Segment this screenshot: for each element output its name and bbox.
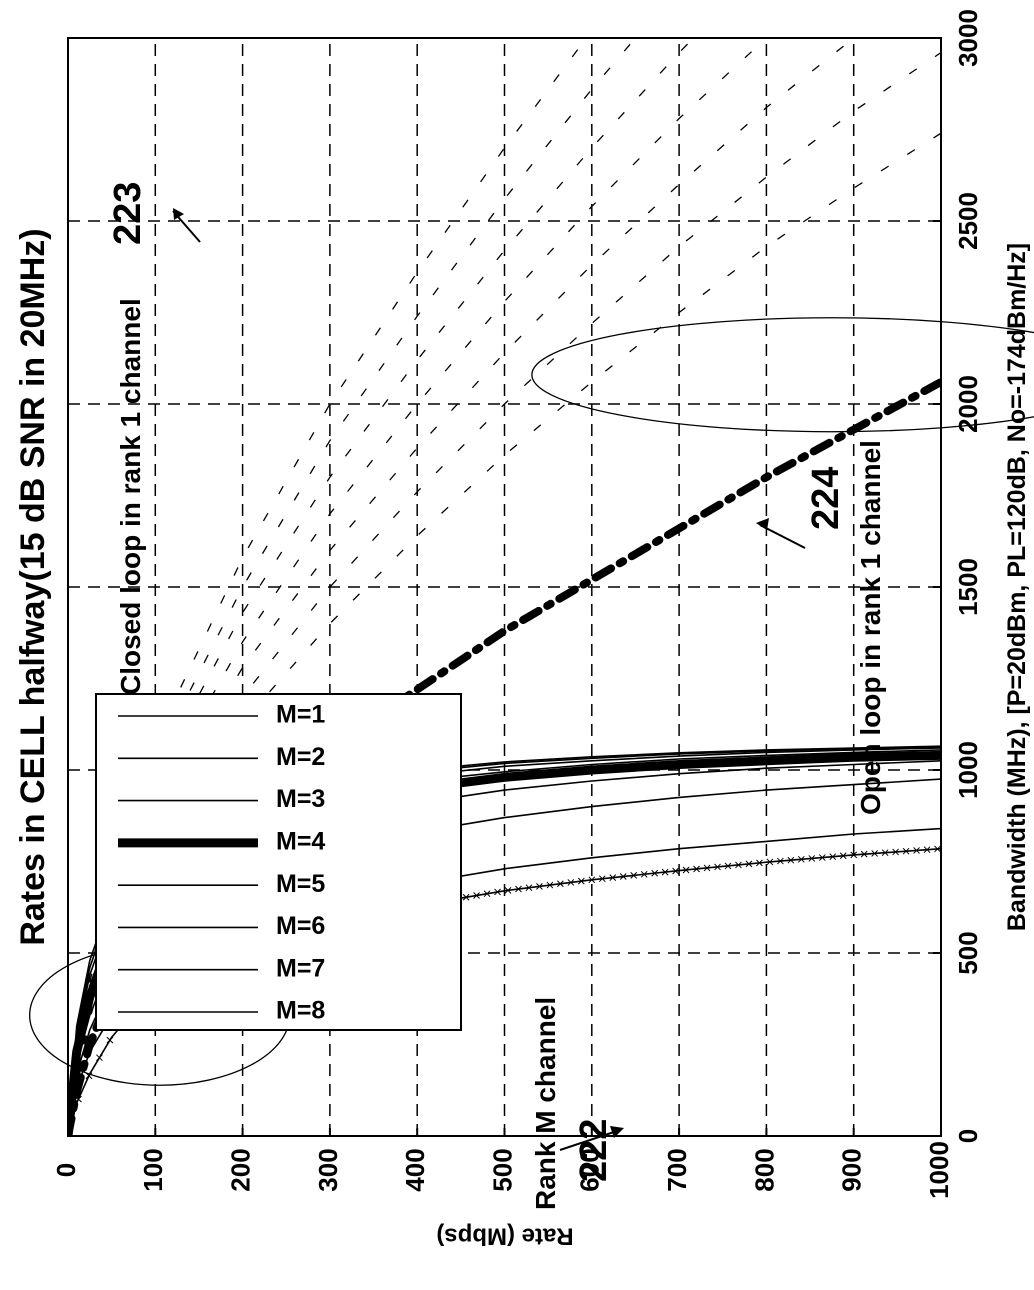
y-tick-label: 2000 [953,375,983,433]
legend-box [95,693,462,1031]
legend-label-m5: M=5 [276,870,325,898]
open-loop-marker [661,868,669,876]
open-loop-marker [536,883,543,890]
x-tick-label: 600 [575,1148,605,1191]
open-loop-marker [483,890,491,898]
open-loop-marker [494,888,501,896]
open-loop-marker [504,886,512,894]
open-loop-marker [756,859,763,867]
open-loop-marker [640,870,648,878]
open-loop-marker [609,874,617,881]
open-loop-marker [934,845,941,853]
y-tick-label: 0 [953,1129,983,1143]
open-loop-marker [462,893,470,901]
x-tick-label: 200 [225,1148,255,1191]
legend-label-m3: M=3 [276,785,325,813]
ref-222-leader [559,1129,621,1151]
open-loop-marker [106,1036,114,1044]
open-loop-marker [808,855,816,862]
x-tick-label: 1000 [924,1141,954,1199]
open-loop-marker [68,1132,72,1136]
rank-m-label: Rank M channel [530,997,561,1210]
ref-224-arrowhead [756,518,769,530]
open-loop-marker [892,848,899,856]
x-tick-label: 400 [400,1148,430,1191]
ref-224-label: 224 [805,467,847,530]
open-loop-marker [766,858,774,866]
x-tick-label: 100 [138,1148,168,1191]
ref-223-arrowhead [173,208,184,220]
axis-ticks: 0 100 200 300 400 500 600 700 800 900 100005001000… [51,9,983,1199]
y-tick-label: 1000 [953,741,983,799]
open-loop-marker [714,863,721,871]
open-loop-marker [588,876,596,884]
open-loop-marker [473,892,480,899]
x-tick-label: 900 [837,1148,867,1191]
open-loop-marker [577,877,585,885]
chart-title: Rates in CELL halfway(15 dB SNR in 20MHz… [14,228,52,945]
open-loop-marker [619,873,627,880]
open-loop-marker [902,847,910,855]
open-loop-label: Open loop in rank 1 channel [855,440,886,815]
x-tick-label: 0 [51,1163,81,1177]
open-loop-marker [881,849,889,857]
open-loop-marker [724,862,732,870]
open-loop-marker [818,854,826,861]
closed-loop-highlight-ellipse [531,317,1034,433]
open-loop-marker [787,856,795,864]
ref-222-label: 222 [573,1119,615,1182]
open-loop-marker [797,855,805,863]
open-loop-marker [567,879,575,886]
legend-label-m2: M=2 [276,743,325,771]
y-tick-label: 2500 [953,192,983,250]
legend-label-m1: M=1 [276,701,325,729]
open-loop-marker [682,866,690,874]
open-loop-marker [913,847,920,854]
x-axis-label: Bandwidth (MHz), [P=20dBm, PL=120dB, No=… [1003,243,1031,931]
open-loop-marker [871,850,879,857]
legend-label-m7: M=7 [276,954,325,982]
y-tick-label: 500 [953,931,983,974]
open-loop-marker [546,881,554,889]
x-tick-label: 700 [662,1148,692,1191]
open-loop-marker [735,861,742,869]
open-loop-marker [745,860,753,868]
open-loop-marker [557,880,564,888]
x-tick-label: 500 [487,1148,517,1191]
x-tick-label: 800 [749,1148,779,1191]
open-loop-marker [850,851,858,859]
open-loop-marker [598,875,606,883]
open-loop-marker [525,884,533,892]
closed-loop-family-line-2 [68,52,941,1136]
annotations: Closed loop in rank 1 channel 223 Rank M… [29,182,1034,1210]
open-loop-marker [75,1095,82,1103]
open-loop-marker [777,857,784,865]
open-loop-marker [860,850,868,858]
x-tick-label: 300 [313,1148,343,1191]
y-tick-label: 3000 [953,9,983,67]
y-axis-label: Rate (Mbps) [436,1223,573,1250]
y-tick-label: 1500 [953,558,983,616]
open-loop-marker [96,1054,103,1062]
ref-222-arrowhead [610,1126,624,1138]
legend-label-m6: M=6 [276,912,325,940]
open-loop-marker [923,846,931,854]
legend-label-m8: M=8 [276,997,325,1025]
open-loop-marker [672,867,679,875]
open-loop-marker [839,852,847,860]
closed-loop-label: Closed loop in rank 1 channel [115,298,146,695]
open-loop-marker [651,869,659,877]
open-loop-marker [693,865,700,873]
open-loop-marker [829,853,837,861]
legend-label-m4: M=4 [276,827,325,855]
open-loop-marker [630,872,638,879]
ref-224-leader [759,524,806,549]
open-loop-marker [515,885,522,893]
ref-223-label: 223 [107,182,149,245]
open-loop-marker [703,864,711,872]
legend: M=1 M=2 M=3 M=4 M=5 M=6 M=7 M=8 [95,693,462,1031]
